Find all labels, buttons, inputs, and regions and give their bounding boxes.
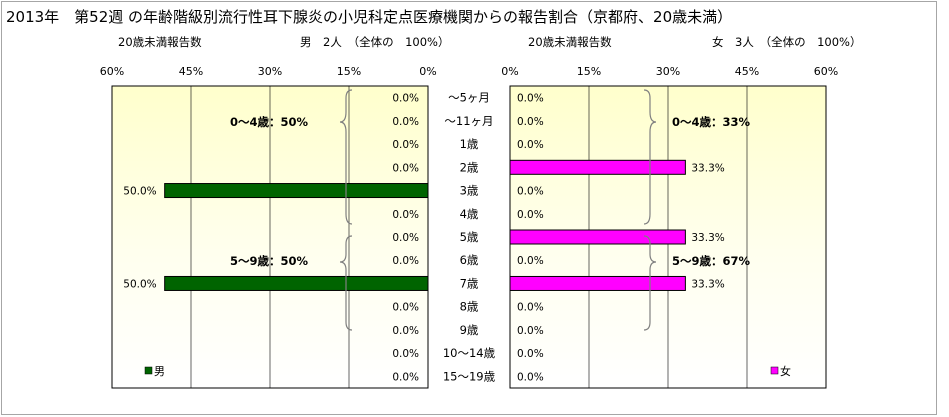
right-axis-ticks: 0% 15% 30% 45% 60% bbox=[501, 65, 838, 78]
female-data-label: 0.0% bbox=[517, 116, 544, 128]
right-brace-5-9 bbox=[643, 235, 657, 331]
female-data-label: 0.0% bbox=[517, 255, 544, 267]
male-bar bbox=[164, 275, 429, 291]
male-legend-label: 男 bbox=[154, 365, 165, 378]
female-data-label: 0.0% bbox=[517, 139, 544, 151]
male-data-label: 0.0% bbox=[392, 93, 419, 105]
female-data-label: 0.0% bbox=[517, 371, 544, 383]
left-tick-label: 0% bbox=[419, 65, 436, 78]
right-header-label: 20歳未満報告数 bbox=[528, 35, 612, 49]
left-tick-label: 15% bbox=[337, 65, 361, 78]
right-tick-label: 0% bbox=[501, 65, 518, 78]
left-tick-label: 45% bbox=[179, 65, 203, 78]
female-data-label: 0.0% bbox=[517, 325, 544, 337]
female-data-label: 0.0% bbox=[517, 302, 544, 314]
female-data-label: 0.0% bbox=[517, 209, 544, 221]
age-category-label: ～11ヶ月 bbox=[444, 114, 493, 128]
right-brace-0-4 bbox=[643, 89, 657, 225]
age-category-label: 2歳 bbox=[460, 160, 479, 174]
male-data-label: 0.0% bbox=[392, 139, 419, 151]
left-header-summary: 男 2人 （全体の 100%） bbox=[300, 35, 449, 49]
age-category-label: 6歳 bbox=[460, 253, 479, 267]
female-data-label: 33.3% bbox=[691, 278, 724, 290]
female-legend-label: 女 bbox=[780, 364, 791, 378]
male-data-label: 0.0% bbox=[392, 302, 419, 314]
male-legend-swatch bbox=[144, 366, 153, 375]
male-data-label: 0.0% bbox=[392, 255, 419, 267]
female-bar bbox=[509, 159, 686, 175]
age-category-labels: ～5ヶ月 ～11ヶ月 1歳 2歳 3歳 4歳 5歳 6歳 7歳 8歳 9歳 10～14歳 15～19歳 bbox=[443, 91, 496, 384]
female-bar bbox=[509, 275, 686, 291]
left-tick-label: 60% bbox=[100, 65, 124, 78]
left-tick-label: 30% bbox=[258, 65, 282, 78]
male-series-bars bbox=[164, 183, 429, 291]
male-data-label: 0.0% bbox=[392, 162, 419, 174]
right-tick-label: 45% bbox=[735, 65, 759, 78]
chart-title: 2013年 第52週 の年齢階級別流行性耳下腺炎の小児科定点医療機関からの報告割… bbox=[6, 8, 732, 26]
left-header-label: 20歳未満報告数 bbox=[118, 35, 202, 49]
age-category-label: 4歳 bbox=[460, 207, 479, 221]
age-category-label: 1歳 bbox=[460, 137, 479, 151]
male-bar bbox=[164, 183, 429, 199]
age-category-label: 7歳 bbox=[460, 276, 479, 290]
female-series-bars bbox=[509, 159, 686, 291]
female-bar bbox=[509, 229, 686, 245]
age-category-label: 10～14歳 bbox=[443, 346, 496, 360]
left-brace-5-9 bbox=[339, 235, 353, 331]
male-data-label: 50.0% bbox=[123, 186, 156, 198]
female-data-label: 0.0% bbox=[517, 186, 544, 198]
right-header-summary: 女 3人 （全体の 100%） bbox=[712, 35, 861, 49]
male-data-label: 0.0% bbox=[392, 325, 419, 337]
age-category-label: 15～19歳 bbox=[443, 369, 496, 383]
age-category-label: 3歳 bbox=[460, 184, 479, 198]
left-brace-0-4 bbox=[339, 89, 353, 225]
age-category-label: 8歳 bbox=[460, 300, 479, 314]
female-legend-swatch bbox=[770, 366, 779, 375]
male-data-label: 0.0% bbox=[392, 348, 419, 360]
right-tick-label: 60% bbox=[814, 65, 838, 78]
age-category-label: 9歳 bbox=[460, 323, 479, 337]
male-data-label: 0.0% bbox=[392, 371, 419, 383]
male-data-labels: 0.0% 0.0% 0.0% 0.0% 50.0% 0.0% 0.0% 0.0% 50.0% 0.… bbox=[123, 93, 419, 384]
age-category-label: 5歳 bbox=[460, 230, 479, 244]
male-data-label: 50.0% bbox=[123, 278, 156, 290]
male-annotation-5-9: 5～9歳：50% bbox=[230, 254, 309, 268]
male-data-label: 0.0% bbox=[392, 209, 419, 221]
right-tick-label: 30% bbox=[656, 65, 680, 78]
male-data-label: 0.0% bbox=[392, 116, 419, 128]
female-data-label: 0.0% bbox=[517, 93, 544, 105]
age-category-label: ～5ヶ月 bbox=[448, 91, 490, 105]
right-tick-label: 15% bbox=[577, 65, 601, 78]
female-annotation-0-4: 0～4歳：33% bbox=[672, 115, 751, 129]
female-data-label: 33.3% bbox=[691, 162, 724, 174]
female-data-label: 33.3% bbox=[691, 232, 724, 244]
left-axis-ticks: 0% 15% 30% 45% 60% bbox=[100, 65, 437, 78]
male-annotation-0-4: 0～4歳：50% bbox=[230, 115, 309, 129]
female-data-labels: 0.0% 0.0% 0.0% 33.3% 0.0% 0.0% 33.3% 0.0% 33.3% 0… bbox=[517, 93, 725, 384]
male-data-label: 0.0% bbox=[392, 232, 419, 244]
female-annotation-5-9: 5～9歳：67% bbox=[672, 254, 751, 268]
female-data-label: 0.0% bbox=[517, 348, 544, 360]
